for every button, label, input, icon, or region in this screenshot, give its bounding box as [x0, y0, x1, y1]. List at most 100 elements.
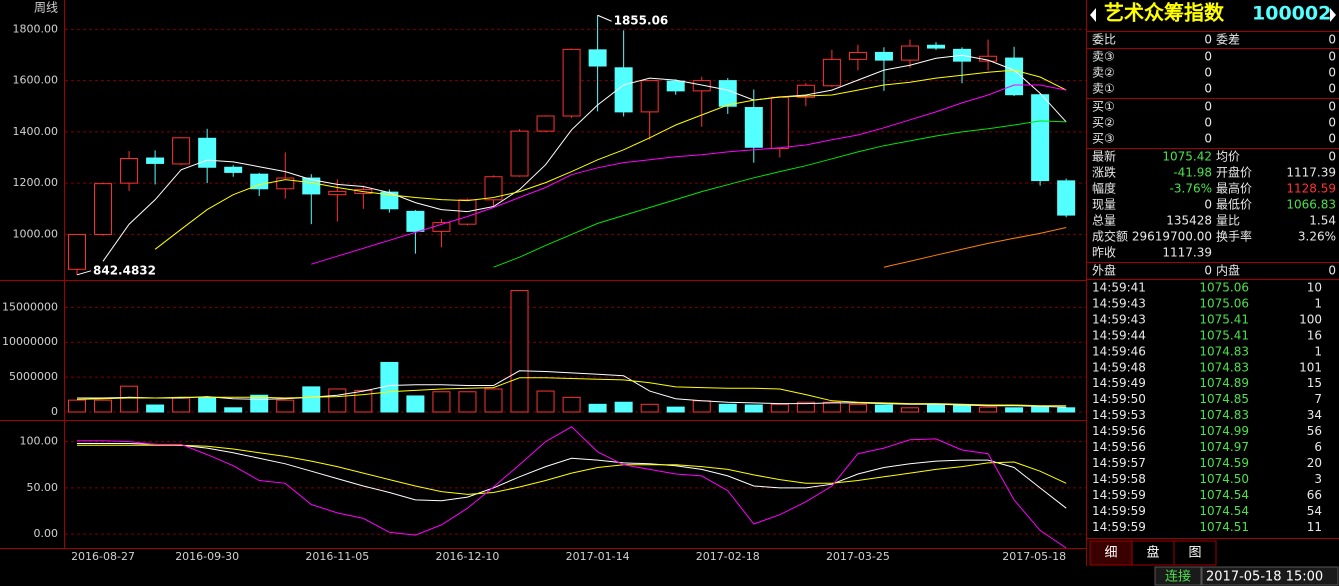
tab-label[interactable]: 盘 [1146, 545, 1159, 561]
field-label: 内盘 [1216, 263, 1240, 278]
trade-volume: 20 [1307, 456, 1322, 470]
volume-bar [744, 404, 763, 413]
annotation-leader [76, 270, 92, 276]
order-level: 卖② [1092, 66, 1115, 80]
tab-label[interactable]: 细 [1104, 546, 1117, 561]
trade-time: 14:59:53 [1092, 408, 1146, 422]
indicator-line [154, 69, 1067, 250]
trade-time: 14:59:48 [1092, 360, 1146, 374]
trade-price: 1074.54 [1199, 504, 1249, 518]
candle-body [94, 183, 113, 235]
volume-bar [172, 397, 191, 413]
candle-body [927, 44, 946, 49]
candle-body [848, 51, 867, 60]
volume-bar [120, 385, 139, 413]
trade-time: 14:59:44 [1092, 328, 1146, 342]
field-label: 成交额 [1092, 229, 1128, 244]
volume-bar [953, 404, 972, 413]
order-level: 卖③ [1092, 50, 1115, 64]
field-label: 幅度 [1092, 181, 1116, 196]
field-value: 1.54 [1309, 214, 1336, 228]
y-tick-label: 50.00 [27, 481, 59, 494]
trade-price: 1074.89 [1199, 376, 1249, 390]
volume-bar [692, 400, 711, 413]
volume-bar [94, 399, 113, 413]
trade-price: 1074.51 [1199, 520, 1249, 534]
tab-label[interactable]: 图 [1188, 546, 1201, 561]
next-arrow[interactable] [1330, 8, 1336, 22]
trade-time: 14:59:56 [1092, 424, 1146, 438]
volume-bar [588, 403, 607, 413]
trade-volume: 7 [1314, 392, 1322, 406]
candle-body [510, 130, 529, 177]
trade-price: 1074.85 [1199, 392, 1249, 406]
trade-price: 1074.83 [1199, 360, 1249, 374]
trade-volume: 10 [1307, 281, 1322, 295]
trade-volume: 3 [1314, 472, 1322, 486]
field-label: 昨收 [1092, 246, 1116, 260]
trade-time: 14:59:57 [1092, 456, 1146, 470]
x-tick-label: 2017-02-18 [696, 550, 760, 563]
field-label: 总量 [1092, 214, 1116, 228]
order-price: 0 [1204, 50, 1212, 64]
order-price: 0 [1204, 100, 1212, 114]
y-tick-label: 5000000 [9, 370, 58, 383]
trade-time: 14:59:43 [1092, 296, 1146, 310]
indicator-line [76, 377, 1067, 407]
tab[interactable] [1089, 540, 1133, 566]
field-value: 135428 [1166, 214, 1212, 228]
candle-body [666, 80, 685, 92]
prev-arrow[interactable] [1090, 8, 1096, 22]
trade-price: 1075.06 [1199, 296, 1249, 310]
field-label: 最高价 [1216, 181, 1252, 196]
field-label: 最新 [1092, 149, 1116, 164]
candle-body [588, 49, 607, 67]
volume-bar [484, 388, 503, 413]
y-tick-label: 1800.00 [13, 22, 59, 35]
volume-bar [796, 401, 815, 413]
connection-status: 连接 [1165, 569, 1191, 585]
order-level: 卖① [1092, 82, 1115, 96]
volume-bar [979, 406, 998, 413]
trade-volume: 1 [1314, 344, 1322, 358]
trade-price: 1074.99 [1199, 424, 1249, 438]
field-value: 29619700.00 [1132, 230, 1212, 244]
trade-price: 1075.41 [1199, 328, 1249, 342]
candle-body [640, 80, 659, 113]
trade-volume: 34 [1307, 408, 1322, 422]
candle-body [744, 107, 763, 148]
x-tick-label: 2017-03-25 [826, 550, 890, 563]
field-value: 1066.83 [1286, 198, 1336, 212]
volume-bar [458, 391, 477, 413]
order-price: 0 [1204, 82, 1212, 96]
volume-bar [562, 396, 581, 413]
candle-body [1031, 94, 1050, 182]
order-volume: 0 [1328, 50, 1336, 64]
y-tick-label: 1200.00 [13, 176, 59, 189]
y-tick-label: 0 [51, 405, 58, 418]
volume-bar [146, 404, 165, 413]
field-value: 1117.39 [1286, 166, 1336, 180]
field-value: -3.76% [1170, 182, 1212, 196]
candle-body [770, 96, 789, 150]
field-label: 均价 [1216, 150, 1240, 164]
trade-price: 1074.97 [1199, 440, 1249, 454]
volume-bar [406, 395, 425, 413]
x-tick-label: 2016-09-30 [175, 550, 239, 563]
candle-body [250, 173, 269, 190]
field-label: 委差 [1216, 33, 1240, 47]
field-label: 委比 [1092, 33, 1116, 47]
indicator-line [77, 426, 1067, 549]
volume-bar [718, 403, 737, 413]
trade-volume: 15 [1307, 376, 1322, 390]
order-volume: 0 [1328, 66, 1336, 80]
tab[interactable] [1173, 540, 1217, 566]
volume-bar [927, 403, 946, 413]
trade-price: 1074.54 [1199, 488, 1249, 502]
candle-body [614, 67, 633, 113]
volume-bar [770, 403, 789, 413]
annotation-leader [597, 14, 612, 22]
order-volume: 0 [1328, 116, 1336, 130]
volume-bar [354, 389, 373, 413]
status-cell [1154, 566, 1202, 586]
